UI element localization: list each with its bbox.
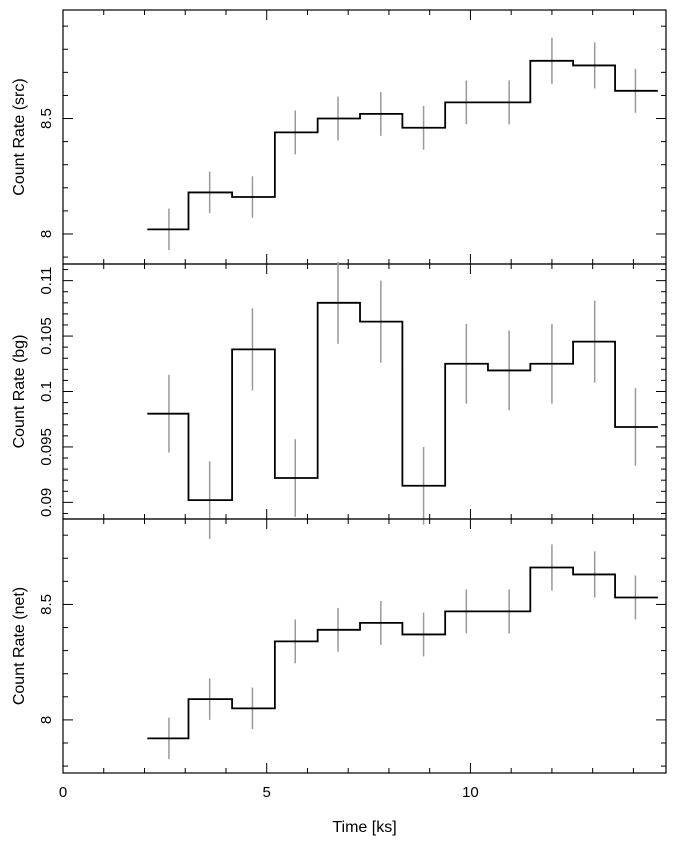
panel-2-frame <box>62 518 667 774</box>
panel-1-y-tick-label: 0.09 <box>38 488 55 517</box>
panel-0-y-axis-label: Count Rate (src) <box>11 78 28 195</box>
x-tick-label: 0 <box>59 784 67 801</box>
panel-1-y-tick-label: 0.105 <box>38 317 55 355</box>
panel-2-step-line <box>147 566 658 740</box>
panel-1-y-tick-label: 0.095 <box>38 428 55 466</box>
panel-1-y-tick-label: 0.1 <box>38 381 55 402</box>
panel-2-y-tick-label: 8.5 <box>38 594 55 615</box>
panel-1-step-line <box>147 301 658 502</box>
x-tick-label: 10 <box>462 784 479 801</box>
panel-0-y-tick-label: 8 <box>38 230 55 238</box>
panel-1-y-tick-label: 0.11 <box>38 267 55 295</box>
panel-1-y-axis-label: Count Rate (bg) <box>11 335 28 449</box>
panel-0-frame <box>62 9 667 265</box>
x-axis-label: Time [ks] <box>332 819 396 836</box>
panel-0-step-line <box>147 59 658 231</box>
panel-2-y-tick-label: 8 <box>38 716 55 724</box>
panel-2-y-axis-label: Count Rate (net) <box>11 587 28 705</box>
x-tick-label: 5 <box>263 784 271 801</box>
panel-1-frame <box>62 263 667 520</box>
panel-0-y-tick-label: 8.5 <box>38 108 55 129</box>
